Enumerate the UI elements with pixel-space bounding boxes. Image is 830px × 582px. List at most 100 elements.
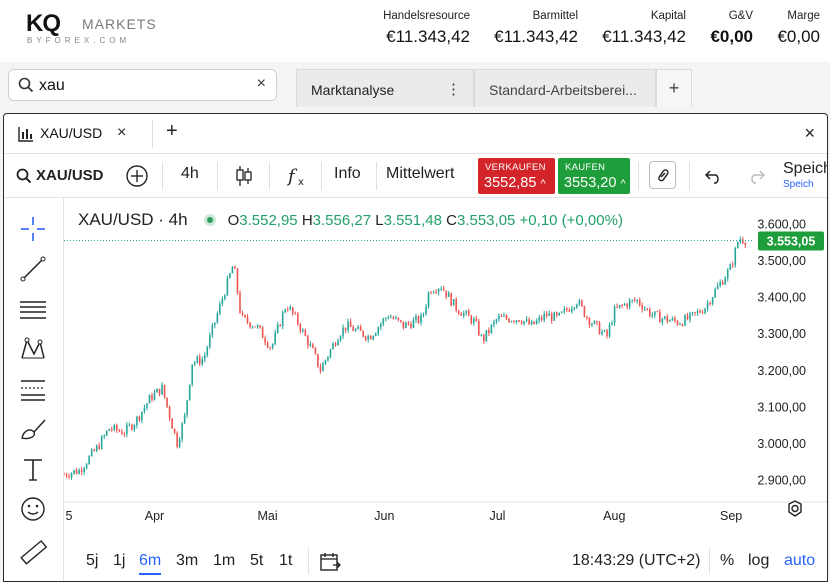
- candle-body: [659, 311, 661, 323]
- candle-body: [488, 330, 490, 333]
- candle-body: [85, 464, 88, 469]
- candle-body: [196, 356, 199, 363]
- ruler-icon[interactable]: [18, 538, 48, 568]
- search-input[interactable]: [39, 75, 239, 97]
- percent-toggle[interactable]: %: [720, 552, 735, 569]
- crosshair-icon[interactable]: [18, 214, 48, 244]
- candle-body: [98, 445, 100, 449]
- candle-body: [593, 321, 596, 324]
- tab-menu-icon[interactable]: ⋮: [446, 81, 461, 98]
- range-1t[interactable]: 1t: [279, 552, 293, 569]
- info-button[interactable]: Info: [334, 165, 361, 182]
- candle-body: [156, 388, 158, 393]
- range-1j[interactable]: 1j: [113, 552, 126, 569]
- range-5j[interactable]: 5j: [86, 552, 99, 569]
- range-6m[interactable]: 6m: [139, 552, 162, 575]
- candle-body: [626, 303, 628, 308]
- settings-icon[interactable]: [784, 498, 806, 520]
- candle-body: [78, 469, 80, 474]
- tab-marktanalyse[interactable]: Marktanalyse ⋮: [296, 69, 474, 107]
- candle-body: [385, 317, 387, 319]
- candle-body: [347, 321, 349, 331]
- indicator-button[interactable]: Mittelwert: [386, 165, 455, 182]
- collapse-sidebar-icon[interactable]: ‹: [56, 578, 60, 581]
- range-5t[interactable]: 5t: [250, 552, 264, 569]
- status-dot-icon: [203, 214, 216, 226]
- candle-body: [319, 366, 322, 372]
- buy-button[interactable]: KAUFEN 3553,20 ^: [558, 158, 630, 194]
- candlestick-chart[interactable]: 2.900,00 3.000,00 3.100,00 3.200,00 3.300,00…: [64, 198, 828, 538]
- candle-body: [64, 474, 65, 475]
- candle-body: [224, 295, 226, 300]
- y-tick-label: 3.200,00: [757, 364, 806, 378]
- candle-body: [334, 343, 337, 346]
- close-chart-tab-icon[interactable]: ×: [117, 124, 127, 141]
- emoji-icon[interactable]: [18, 494, 48, 524]
- candle-body: [65, 474, 68, 477]
- candle-body: [661, 318, 664, 323]
- candle-body: [684, 315, 686, 326]
- candle-body: [425, 306, 427, 314]
- toolbar-symbol[interactable]: XAU/USD: [36, 167, 104, 184]
- fibonacci-icon[interactable]: [18, 374, 48, 404]
- brand-logo[interactable]: KQ MARKETS BYFOREX.COM: [26, 10, 156, 46]
- candle-body: [686, 315, 689, 320]
- candle-body: [236, 268, 239, 293]
- candle-body: [679, 324, 681, 325]
- add-workspace-button[interactable]: +: [656, 69, 692, 107]
- clear-search-icon[interactable]: ×: [256, 75, 266, 92]
- candle-body: [540, 317, 543, 320]
- metric-value: €0,00: [710, 27, 753, 46]
- candle-body: [279, 324, 282, 327]
- text-tool-icon[interactable]: [18, 454, 48, 484]
- candle-body: [261, 327, 264, 339]
- symbol-search[interactable]: ×: [8, 69, 277, 101]
- candle-body: [339, 336, 342, 341]
- candle-body: [410, 323, 412, 328]
- candle-body: [654, 311, 656, 316]
- clock-time[interactable]: 18:43:29 (UTC+2): [572, 552, 701, 569]
- brush-icon[interactable]: [18, 414, 48, 444]
- add-chart-tab-button[interactable]: +: [166, 120, 178, 142]
- candle-body: [146, 403, 148, 408]
- save-button[interactable]: Speich Speich: [783, 160, 827, 190]
- function-icon[interactable]: f x: [286, 164, 310, 188]
- undo-icon[interactable]: [704, 166, 724, 186]
- auto-toggle[interactable]: auto: [784, 552, 816, 569]
- horizontal-lines-icon[interactable]: [18, 294, 48, 324]
- redo-icon[interactable]: [746, 166, 766, 186]
- close-window-icon[interactable]: ×: [804, 123, 815, 143]
- range-3m[interactable]: 3m: [176, 552, 199, 569]
- trend-line-icon[interactable]: [18, 254, 48, 284]
- add-symbol-icon[interactable]: [125, 164, 149, 188]
- candle-body: [324, 360, 327, 364]
- calendar-icon[interactable]: [319, 551, 341, 573]
- link-button[interactable]: [649, 161, 676, 189]
- candle-body: [621, 305, 623, 306]
- chart-tab-label[interactable]: XAU/USD: [40, 125, 103, 141]
- pattern-icon[interactable]: [18, 334, 48, 364]
- tab-standard-arbeitsbereich[interactable]: Standard-Arbeitsberei...: [474, 69, 656, 107]
- candle-body: [138, 416, 141, 421]
- range-1m[interactable]: 1m: [213, 552, 236, 569]
- candle-body: [676, 320, 679, 325]
- candle-body: [669, 320, 671, 322]
- candle-body: [631, 299, 633, 301]
- log-toggle[interactable]: log: [748, 552, 770, 569]
- candle-body: [95, 445, 98, 451]
- chart-bars-icon: [18, 127, 33, 142]
- candles-icon[interactable]: [234, 164, 254, 188]
- search-icon: [16, 168, 32, 184]
- price-chart[interactable]: 2.900,00 3.000,00 3.100,00 3.200,00 3.300,00…: [64, 198, 828, 581]
- candle-body: [163, 384, 166, 398]
- candle-body: [231, 266, 234, 274]
- candle-body: [103, 435, 106, 437]
- sell-button[interactable]: VERKAUFEN 3552,85 ^: [478, 158, 555, 194]
- candle-body: [364, 336, 367, 340]
- metric-label: Handelsresource: [383, 10, 470, 22]
- interval-button[interactable]: 4h: [181, 165, 199, 182]
- last-price-label: 3.553,05: [767, 235, 816, 249]
- candle-body: [123, 434, 126, 435]
- buy-price: 3553,20 ^: [564, 175, 626, 191]
- candle-body: [445, 290, 447, 297]
